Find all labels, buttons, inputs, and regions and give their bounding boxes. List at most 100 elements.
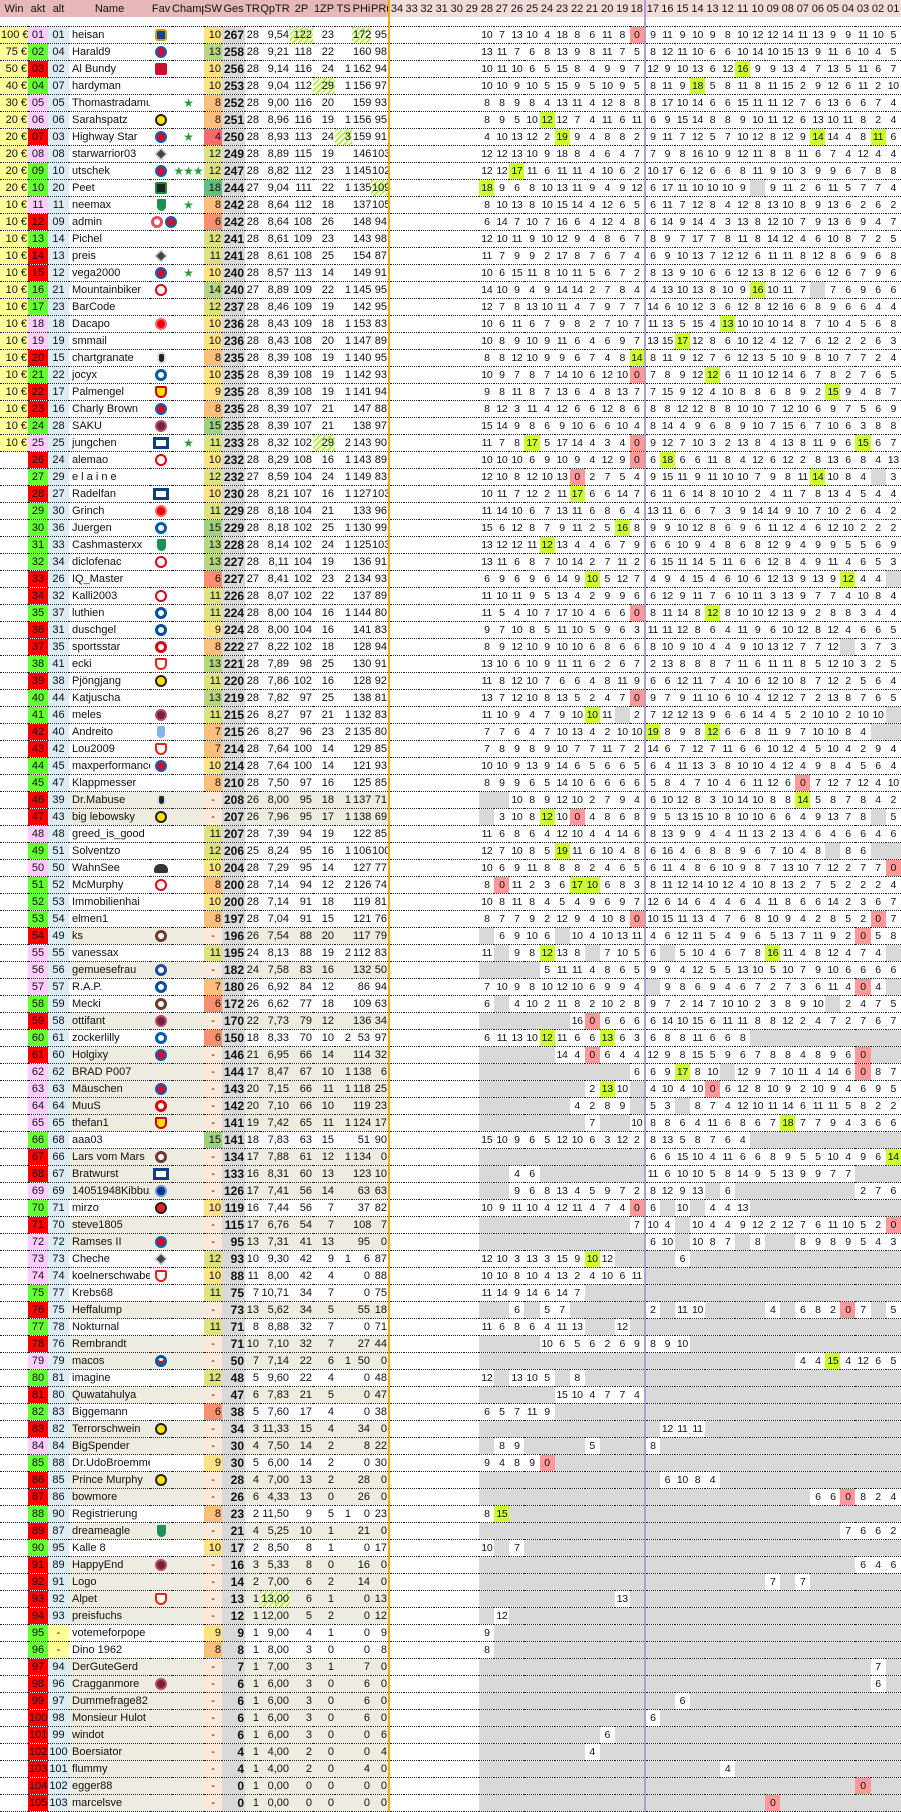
table-row[interactable]: 40 €04 07 hardyman 10 253 28 9,04 112 29 1 156 97 10… — [0, 77, 901, 95]
table-row[interactable]: 75 77 Krebs68 11 75 7 10,71 34 7 0 75 11 14 9 14 6 14 7 — [0, 1284, 901, 1302]
player-name[interactable]: Palmengel — [69, 383, 151, 401]
table-row[interactable]: 44 45 maxperformance 10 214 28 7,64 100 14 121 93 1… — [0, 757, 901, 775]
round-header-29[interactable]: 29 — [464, 0, 480, 17]
table-row[interactable]: 76 75 Heffalump -73 13 5,62 34 5 55 18 6 5 7 2 11 10 4 6 8… — [0, 1301, 901, 1319]
table-row[interactable]: 87 86 bowmore -26 6 4,33 13 0 26 0 6 6 0 8 2 4 — [0, 1488, 901, 1506]
player-name[interactable]: Immobilienhai — [69, 893, 151, 911]
table-row[interactable]: 36 31 duschgel 9 224 28 8,00 104 16 141 83 9 7 10 8 5 11… — [0, 621, 901, 639]
column-header-tr[interactable]: TR — [245, 0, 261, 17]
player-name[interactable]: Bratwurst — [69, 1165, 151, 1183]
table-row[interactable]: 30 €05 05 Thomastradamus ★ 8 252 28 9,00 116 20 15… — [0, 94, 901, 112]
column-header-sw[interactable]: SW — [204, 0, 223, 17]
round-header-25[interactable]: 25 — [524, 0, 540, 17]
table-row[interactable]: 78 76 Rembrandt -71 10 7,10 32 7 27 44 10 6 5 6 2 6 9 8 9 1… — [0, 1335, 901, 1353]
table-row[interactable]: 93 92 Alpet -13 1 13,00 6 1 0 13 13 — [0, 1590, 901, 1608]
player-name[interactable]: Dr.UdoBroemme — [69, 1454, 151, 1472]
table-row[interactable]: 60 61 zockerlilly 6 150 18 8,33 70 10 2 53 97 6 11 13 1… — [0, 1029, 901, 1047]
column-header-win[interactable]: Win — [0, 0, 28, 17]
player-name[interactable]: IQ_Master — [69, 570, 151, 588]
table-row[interactable]: 85 88 Dr.UdoBroemme 9 30 5 6,00 14 2 0 30 9 4 8 9 0 — [0, 1454, 901, 1472]
player-name[interactable]: elmen1 — [69, 910, 151, 928]
table-row[interactable]: 91 89 HappyEnd -16 3 5,33 8 0 16 0 6 4 6 — [0, 1556, 901, 1574]
table-row[interactable]: 10 €13 14 Pichel 12 241 28 8,61 109 23 143 98 12 10 1… — [0, 230, 901, 248]
table-row[interactable]: 46 39 Dr.Mabuse -208 26 8,00 95 18 1 137 71 10 8 9 12 1… — [0, 791, 901, 809]
table-row[interactable]: 64 64 MuuS -142 20 7,10 66 10 119 23 4 2 8 9 5 3 8 7 4 12 10… — [0, 1097, 901, 1115]
player-name[interactable]: utschek — [69, 162, 151, 180]
player-name[interactable]: big lebowsky — [69, 808, 151, 826]
player-name[interactable]: ottifant — [69, 1012, 151, 1030]
table-row[interactable]: 39 38 Pjöngjang 11 220 28 7,86 102 16 128 92 11 8 12 1… — [0, 672, 901, 690]
player-name[interactable]: luthien — [69, 604, 151, 622]
round-header-24[interactable]: 24 — [539, 0, 555, 17]
round-header-30[interactable]: 30 — [449, 0, 465, 17]
round-header-10[interactable]: 10 — [750, 0, 766, 17]
player-name[interactable]: Pichel — [69, 230, 151, 248]
player-name[interactable]: HappyEnd — [69, 1556, 151, 1574]
round-header-11[interactable]: 11 — [735, 0, 751, 17]
player-name[interactable]: Charly Brown — [69, 400, 151, 418]
table-row[interactable]: 40 44 Katjuscha 13 219 28 7,82 97 25 138 81 13 7 12 10… — [0, 689, 901, 707]
player-name[interactable]: meles — [69, 706, 151, 724]
round-header-03[interactable]: 03 — [855, 0, 871, 17]
player-name[interactable]: macos — [69, 1352, 151, 1370]
round-header-09[interactable]: 09 — [765, 0, 781, 17]
round-header-22[interactable]: 22 — [569, 0, 585, 17]
table-row[interactable]: 10 €14 13 preis 11 241 28 8,61 108 25 154 87 11 7 9 9 2… — [0, 247, 901, 265]
table-row[interactable]: 54 49 ks -196 26 7,54 88 20 117 79 6 9 10 6 10 4 10 13 11 4… — [0, 927, 901, 945]
table-row[interactable]: 10 €25 25 jungchen ★ 11 233 28 8,32 102 29 2 143 90 1… — [0, 434, 901, 452]
table-row[interactable]: 20 €08 08 starwarrior03 12 249 28 8,89 115 19 146… — [0, 145, 901, 163]
table-row[interactable]: 28 27 Radelfan 10 230 28 8,21 107 16 1 127 103 10 11 7… — [0, 485, 901, 503]
player-name[interactable]: jungchen — [69, 434, 151, 452]
player-name[interactable]: sportsstar — [69, 638, 151, 656]
round-header-19[interactable]: 19 — [614, 0, 630, 17]
table-row[interactable]: 89 87 dreameagle -21 4 5,25 10 1 21 0 7 6 6 2 — [0, 1522, 901, 1540]
player-name[interactable]: dreameagle — [69, 1522, 151, 1540]
round-header-20[interactable]: 20 — [599, 0, 615, 17]
player-name[interactable]: SAKU — [69, 417, 151, 435]
round-header-32[interactable]: 32 — [419, 0, 435, 17]
player-name[interactable]: WahnSee — [69, 859, 151, 877]
player-name[interactable]: greed_is_good — [69, 825, 151, 843]
player-name[interactable]: Lars vom Mars — [69, 1148, 151, 1166]
table-row[interactable]: 88 90 Registrierung 8 23 2 11,50 9 5 1 0 23 8 15 — [0, 1505, 901, 1523]
player-name[interactable]: e l a i n e — [69, 468, 151, 486]
player-name[interactable]: Peet — [69, 179, 151, 197]
table-row[interactable]: 10 €22 17 Palmengel 9 235 28 8,39 108 19 1 141 94 9 8… — [0, 383, 901, 401]
round-header-05[interactable]: 05 — [825, 0, 841, 17]
player-name[interactable]: Registrierung — [69, 1505, 151, 1523]
player-name[interactable]: admin — [69, 213, 151, 231]
column-header-1zp[interactable]: 1ZP — [313, 0, 336, 17]
player-name[interactable]: Solventzo — [69, 842, 151, 860]
table-row[interactable]: 62 62 BRAD P007-144 17 8,47 67 10 1 138 6 6 6 9 17 8 10… — [0, 1063, 901, 1081]
table-row[interactable]: 75 €02 04 Harald9 13 258 28 9,21 118 22 160 98 13 11… — [0, 43, 901, 61]
table-row[interactable]: 10 €20 15 chartgranate 8 235 28 8,39 108 19 1 140 9… — [0, 349, 901, 367]
player-name[interactable]: Sarahspatz — [69, 111, 151, 129]
player-name[interactable]: Katjuscha — [69, 689, 151, 707]
player-name[interactable]: Holgixy — [69, 1046, 151, 1064]
table-row[interactable]: 53 54 elmen1 8 197 28 7,04 91 15 121 76 8 7 7 9 2 12 9 4 10… — [0, 910, 901, 928]
player-name[interactable]: MuuS — [69, 1097, 151, 1115]
player-name[interactable]: Juergen — [69, 519, 151, 537]
round-header-27[interactable]: 27 — [494, 0, 510, 17]
table-row[interactable]: 56 56 gemuesefrau -182 24 7,58 83 16 132 50 5 11 11 4… — [0, 961, 901, 979]
round-header-14[interactable]: 14 — [689, 0, 706, 17]
player-name[interactable]: BarCode — [69, 298, 151, 316]
player-name[interactable]: gemuesefrau — [69, 961, 151, 979]
table-row[interactable]: 33 26 IQ_Master 6 227 27 8,41 102 23 2 134 93 6 9 6 9 6 1… — [0, 570, 901, 588]
round-header-33[interactable]: 33 — [404, 0, 420, 17]
column-header-alt[interactable]: alt — [48, 0, 69, 17]
table-row[interactable]: 10 €15 12 vega2000 ★ 10 240 28 8,57 113 14 149 91 10… — [0, 264, 901, 282]
player-name[interactable]: Dr.Mabuse — [69, 791, 151, 809]
round-header-18[interactable]: 18 — [629, 0, 646, 17]
table-row[interactable]: 83 82 Terrorschwein -34 3 11,33 15 4 34 0 12 11 11 — [0, 1420, 901, 1438]
round-header-02[interactable]: 02 — [870, 0, 886, 17]
player-name[interactable]: Rembrandt — [69, 1335, 151, 1353]
round-header-21[interactable]: 21 — [584, 0, 600, 17]
player-name[interactable]: Logo — [69, 1573, 151, 1591]
player-name[interactable]: Nokturnal — [69, 1318, 151, 1336]
table-row[interactable]: 92 91 Logo -14 2 7,00 6 2 14 0 7 7 — [0, 1573, 901, 1591]
player-name[interactable]: preisfuchs — [69, 1607, 151, 1625]
table-row[interactable]: 68 67 Bratwurst -133 16 8,31 60 13 123 10 4 6 11 6 10 1… — [0, 1165, 901, 1183]
round-header-04[interactable]: 04 — [840, 0, 856, 17]
column-header-akt[interactable]: akt — [28, 0, 48, 17]
